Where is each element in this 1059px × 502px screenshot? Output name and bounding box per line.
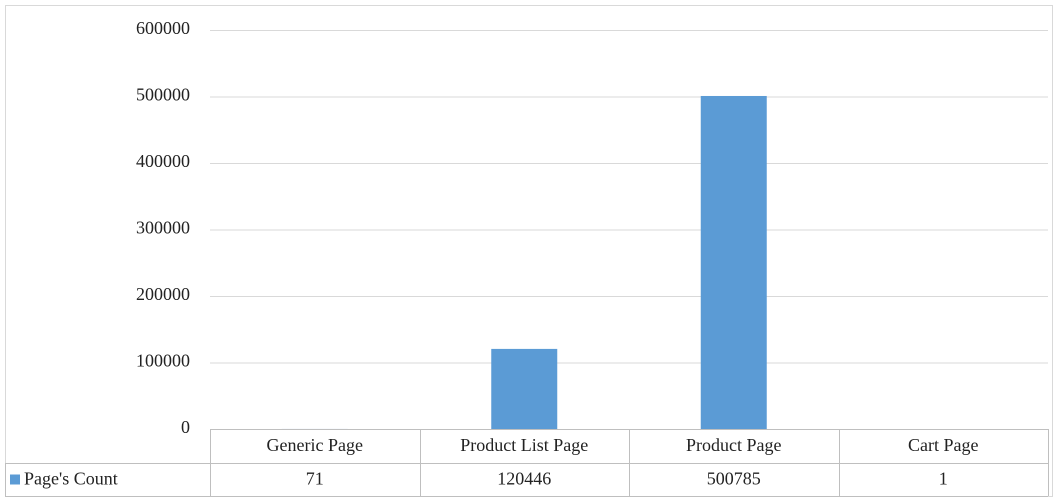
table-value: 71 — [306, 469, 324, 489]
bar — [700, 95, 767, 430]
table-value: 120446 — [497, 469, 551, 489]
bar — [491, 348, 558, 429]
table-value: 1 — [939, 469, 948, 489]
y-tick-label: 600000 — [136, 18, 190, 38]
x-tick-label: Cart Page — [908, 435, 978, 455]
x-tick-label: Generic Page — [267, 435, 363, 455]
y-tick-label: 400000 — [136, 151, 190, 171]
y-tick-label: 0 — [181, 417, 190, 437]
legend-label: Page's Count — [24, 469, 118, 489]
y-tick-label: 100000 — [136, 351, 190, 371]
legend-swatch — [10, 474, 20, 485]
y-tick-label: 300000 — [136, 218, 190, 238]
x-tick-label: Product List Page — [460, 435, 588, 455]
table-value: 500785 — [707, 469, 761, 489]
x-tick-label: Product Page — [686, 435, 781, 455]
y-tick-label: 500000 — [136, 85, 190, 105]
y-tick-label: 200000 — [136, 284, 190, 304]
